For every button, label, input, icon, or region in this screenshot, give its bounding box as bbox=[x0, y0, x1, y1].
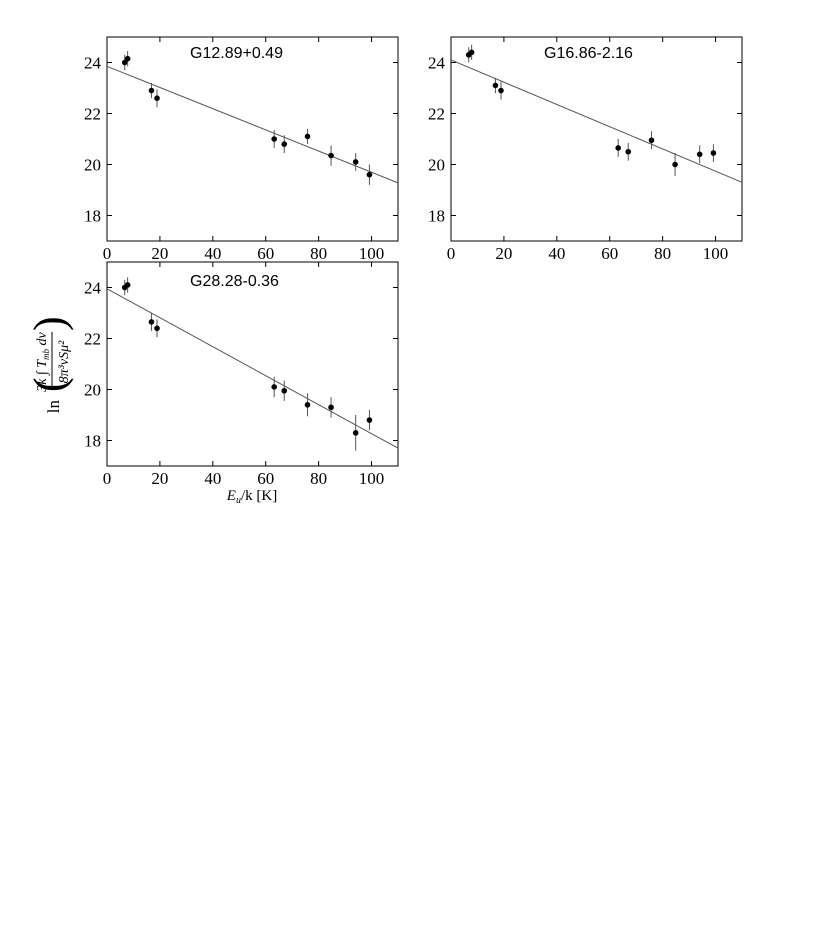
panel-marks: 0 20 40 60 80 100 18 20 22 24 bbox=[428, 37, 743, 263]
data-point bbox=[124, 55, 131, 62]
y-axis-label-numerator-main: 3k ∫ T bbox=[35, 359, 50, 393]
data-point bbox=[124, 282, 131, 288]
x-axis-label-sub: u bbox=[236, 495, 241, 506]
data-point bbox=[328, 152, 334, 159]
y-tick-label: 20 bbox=[428, 156, 445, 175]
x-tick-label: 80 bbox=[654, 244, 671, 263]
panel-marks: 0 20 40 60 80 100 18 20 22 24 bbox=[84, 37, 399, 263]
panel-marks: 0 20 40 60 80 100 18 20 22 24 bbox=[84, 262, 399, 488]
data-point bbox=[304, 402, 311, 408]
data-point bbox=[154, 95, 160, 101]
x-tick-label: 0 bbox=[103, 244, 112, 263]
y-axis-label: ln ( 3k ∫ Tmb dv 8π³νSμ² ) bbox=[25, 316, 74, 413]
x-tick-label: 40 bbox=[204, 244, 221, 263]
y-axis-label-numerator-sub: mb bbox=[41, 348, 51, 359]
y-axis-label-close-paren: ) bbox=[25, 316, 74, 331]
y-axis-label-ln: ln bbox=[44, 400, 63, 414]
y-tick-label: 22 bbox=[84, 330, 101, 349]
x-tick-label: 0 bbox=[447, 244, 456, 263]
data-point bbox=[281, 141, 288, 147]
data-point bbox=[615, 145, 621, 151]
data-point bbox=[672, 161, 678, 168]
data-point bbox=[121, 59, 128, 66]
panel-title: G28.28-0.36 bbox=[190, 273, 279, 290]
y-tick-label: 18 bbox=[428, 207, 445, 226]
data-point bbox=[625, 148, 632, 155]
data-point bbox=[328, 404, 334, 411]
x-tick-label: 100 bbox=[359, 244, 385, 263]
data-point bbox=[304, 133, 311, 140]
x-axis-label-main: E bbox=[226, 488, 236, 504]
plot-frame bbox=[450, 36, 743, 242]
x-tick-label: 20 bbox=[495, 244, 512, 263]
panel-title: G16.86-2.16 bbox=[544, 45, 633, 62]
y-tick-label: 20 bbox=[84, 156, 101, 175]
x-tick-label: 0 bbox=[103, 469, 112, 488]
x-tick-label: 20 bbox=[151, 469, 168, 488]
y-tick-label: 18 bbox=[84, 432, 101, 451]
data-point bbox=[352, 159, 359, 165]
data-point bbox=[271, 384, 277, 390]
data-point bbox=[366, 417, 373, 423]
y-tick-label: 18 bbox=[84, 207, 101, 226]
data-point bbox=[648, 137, 655, 144]
x-tick-label: 100 bbox=[703, 244, 729, 263]
panel-g28-28: G28.28-0.36 0 20 40 60 80 100 18 20 22 24 bbox=[84, 261, 399, 488]
x-axis-label-rest: /k [K] bbox=[241, 488, 277, 504]
x-axis-label: Eu/k [K] bbox=[226, 488, 277, 506]
x-tick-label: 60 bbox=[257, 244, 274, 263]
data-point bbox=[492, 82, 499, 89]
data-point bbox=[498, 87, 504, 94]
data-point bbox=[468, 49, 475, 56]
x-tick-label: 80 bbox=[310, 469, 327, 488]
panel-g16-86: G16.86-2.16 0 20 40 60 80 100 18 20 22 24 bbox=[428, 36, 743, 263]
data-point bbox=[148, 87, 155, 94]
y-tick-label: 24 bbox=[428, 54, 446, 73]
y-tick-label: 22 bbox=[84, 105, 101, 124]
x-tick-label: 100 bbox=[359, 469, 385, 488]
fit-line bbox=[106, 288, 399, 449]
y-axis-label-numerator: 3k ∫ Tmb dv bbox=[35, 331, 51, 392]
y-axis-label-open-paren: ( bbox=[25, 377, 74, 392]
x-tick-label: 20 bbox=[151, 244, 168, 263]
y-tick-label: 22 bbox=[428, 105, 445, 124]
x-tick-label: 60 bbox=[257, 469, 274, 488]
y-tick-label: 24 bbox=[84, 54, 102, 73]
data-point bbox=[281, 387, 288, 394]
fit-line bbox=[450, 59, 743, 183]
y-tick-label: 20 bbox=[84, 381, 101, 400]
plot-frame bbox=[106, 261, 399, 467]
fit-line bbox=[106, 65, 399, 184]
plot-frame bbox=[106, 36, 399, 242]
data-point bbox=[710, 150, 717, 156]
x-tick-label: 60 bbox=[601, 244, 618, 263]
data-point bbox=[154, 325, 160, 332]
data-point bbox=[271, 136, 277, 142]
y-tick-label: 24 bbox=[84, 279, 102, 298]
x-tick-label: 80 bbox=[310, 244, 327, 263]
data-point bbox=[366, 171, 373, 178]
x-tick-label: 40 bbox=[548, 244, 565, 263]
y-axis-label-numerator-rest: dv bbox=[35, 331, 50, 349]
data-point bbox=[148, 319, 155, 325]
y-axis-label-denominator: 8π³νSμ² bbox=[57, 340, 72, 383]
panel-title: G12.89+0.49 bbox=[190, 45, 283, 62]
x-tick-label: 40 bbox=[204, 469, 221, 488]
data-point bbox=[696, 151, 703, 158]
data-point bbox=[352, 430, 359, 436]
panel-g12-89: G12.89+0.49 0 20 40 60 80 100 18 20 22 24 bbox=[84, 36, 399, 263]
